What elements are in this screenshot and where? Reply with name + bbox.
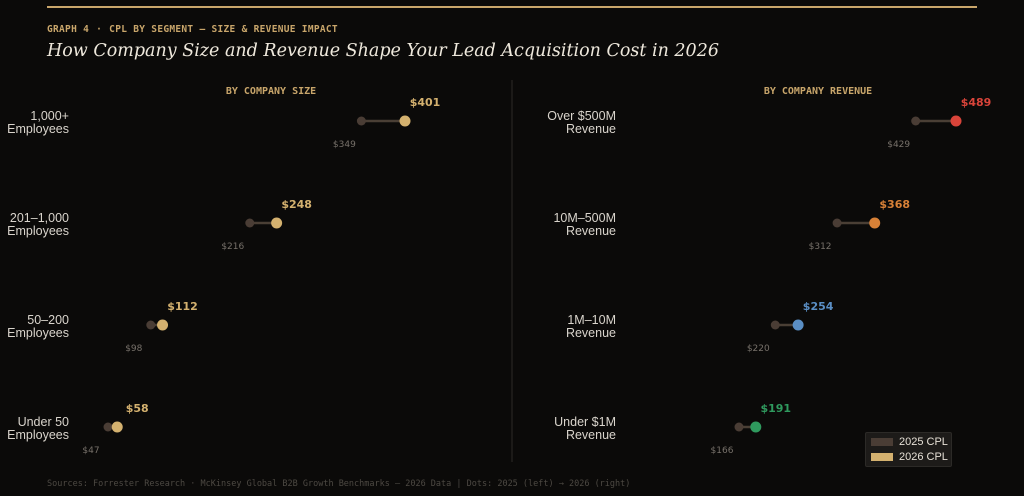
dot-2025-revenue-1 — [832, 218, 842, 228]
dot-2025-revenue-0 — [911, 116, 921, 126]
value-2026-revenue-3: $191 — [760, 402, 791, 415]
value-2026-size-0: $401 — [410, 96, 441, 109]
chart-title: How Company Size and Revenue Shape Your … — [47, 41, 719, 61]
dot-2025-revenue-3 — [734, 422, 744, 432]
dot-2025-size-1 — [245, 218, 255, 228]
category-label-size-2: 50–200 Employees — [7, 313, 69, 340]
value-2025-revenue-1: $312 — [809, 242, 832, 252]
category-label-size-1: 201–1,000 Employees — [7, 211, 69, 238]
panel-title-size: BY COMPANY SIZE — [226, 86, 316, 97]
dot-2026-revenue-3 — [750, 421, 762, 433]
value-2025-size-2: $98 — [125, 344, 142, 354]
dot-2026-size-1 — [271, 217, 283, 229]
value-2026-size-2: $112 — [167, 300, 198, 313]
legend-item-2025: 2025 CPL — [871, 435, 948, 449]
dot-2025-size-0 — [356, 116, 366, 126]
category-label-revenue-1: 10M–500M Revenue — [553, 211, 616, 238]
value-2026-size-1: $248 — [281, 198, 312, 211]
dot-2026-size-2 — [157, 319, 169, 331]
dot-2025-size-2 — [146, 320, 156, 330]
legend-label-2026: 2026 CPL — [899, 451, 948, 463]
value-2025-size-0: $349 — [333, 140, 356, 150]
top-accent-rule — [47, 6, 977, 8]
category-label-size-0: 1,000+ Employees — [7, 109, 69, 136]
dot-2025-size-3 — [103, 422, 113, 432]
value-2026-revenue-1: $368 — [879, 198, 910, 211]
dot-2026-size-0 — [399, 115, 411, 127]
graph-eyebrow: GRAPH 4 · CPL BY SEGMENT — SIZE & REVENUE … — [47, 24, 338, 35]
category-label-size-3: Under 50 Employees — [7, 415, 69, 442]
value-2026-size-3: $58 — [126, 402, 149, 415]
category-label-revenue-0: Over $500M Revenue — [547, 109, 616, 136]
value-2025-size-1: $216 — [221, 242, 244, 252]
legend-label-2025: 2025 CPL — [899, 436, 948, 448]
value-2026-revenue-0: $489 — [961, 96, 992, 109]
dot-2026-revenue-0 — [950, 115, 962, 127]
value-2025-revenue-3: $166 — [711, 446, 734, 456]
graph-subtitle: CPL BY SEGMENT — SIZE & REVENUE IMPACT — [109, 24, 338, 35]
eyebrow-separator: · — [96, 24, 103, 35]
dot-2026-revenue-2 — [792, 319, 804, 331]
value-2025-revenue-0: $429 — [887, 140, 910, 150]
value-2026-revenue-2: $254 — [803, 300, 834, 313]
legend-swatch-2025 — [871, 438, 893, 446]
legend-swatch-2026 — [871, 453, 893, 461]
dot-2026-size-3 — [111, 421, 123, 433]
value-2025-revenue-2: $220 — [747, 344, 770, 354]
legend-item-2026: 2026 CPL — [871, 450, 948, 464]
chart-legend: 2025 CPL 2026 CPL — [865, 432, 952, 467]
category-label-revenue-3: Under $1M Revenue — [554, 415, 616, 442]
sources-footer: Sources: Forrester Research · McKinsey G… — [47, 479, 631, 489]
dot-2026-revenue-1 — [869, 217, 881, 229]
panel-title-revenue: BY COMPANY REVENUE — [764, 86, 872, 97]
dot-2025-revenue-2 — [770, 320, 780, 330]
value-2025-size-3: $47 — [82, 446, 99, 456]
category-label-revenue-2: 1M–10M Revenue — [566, 313, 616, 340]
graph-number: GRAPH 4 — [47, 24, 90, 35]
